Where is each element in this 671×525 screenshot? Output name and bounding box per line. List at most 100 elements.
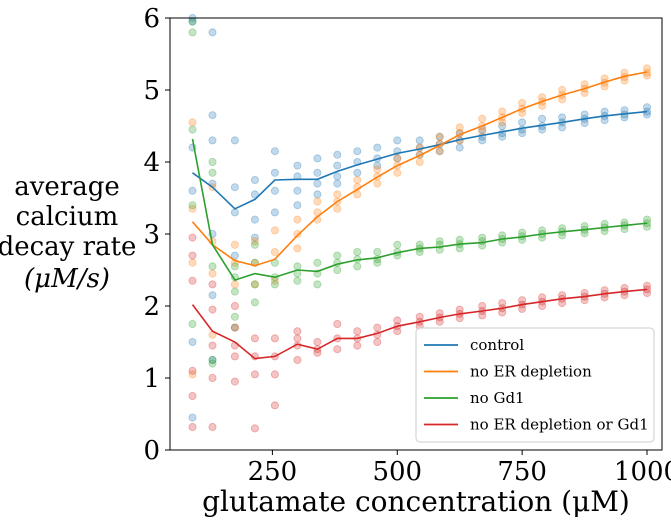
scatter-point-no-er-depletion <box>435 132 444 141</box>
scatter-point-control <box>270 186 279 195</box>
scatter-point-control <box>518 129 527 138</box>
y-axis-label-line-1: average <box>14 172 120 202</box>
scatter-point-no-er-depletion-or-gd1 <box>333 345 342 354</box>
scatter-point-no-gd1 <box>250 298 259 307</box>
scatter-point-no-er-depletion-or-gd1 <box>188 251 197 260</box>
scatter-point-control <box>313 190 322 199</box>
scatter-point-no-er-depletion <box>393 168 402 177</box>
scatter-point-no-er-depletion <box>435 147 444 156</box>
legend-label-no-er-depletion-or-gd1: no ER depletion or Gd1 <box>470 416 649 434</box>
series-line-no-gd1 <box>191 138 648 282</box>
scatter-point-control <box>353 168 362 177</box>
scatter-point-no-er-depletion <box>293 229 302 238</box>
y-tick-label: 5 <box>143 76 160 106</box>
scatter-point-no-gd1 <box>580 229 589 238</box>
scatter-point-control <box>518 118 527 127</box>
scatter-point-no-gd1 <box>250 280 259 289</box>
scatter-point-no-er-depletion-or-gd1 <box>373 323 382 332</box>
legend-label-no-er-depletion: no ER depletion <box>470 363 592 381</box>
scatter-point-no-gd1 <box>293 262 302 271</box>
y-tick-label: 3 <box>143 220 160 250</box>
x-tick-label: 250 <box>248 457 298 487</box>
scatter-point-no-gd1 <box>353 262 362 271</box>
scatter-point-no-gd1 <box>643 222 652 231</box>
scatter-point-no-gd1 <box>188 201 197 210</box>
series-lines-layer <box>191 71 648 360</box>
scatter-point-no-er-depletion <box>293 215 302 224</box>
scatter-point-no-er-depletion-or-gd1 <box>498 299 507 308</box>
y-tick-label: 2 <box>143 292 160 322</box>
scatter-point-control <box>208 355 217 364</box>
scatter-point-no-gd1 <box>208 262 217 271</box>
scatter-point-control <box>393 154 402 163</box>
x-tick-label: 500 <box>372 457 422 487</box>
scatter-point-no-er-depletion <box>188 118 197 127</box>
y-tick-label: 0 <box>143 436 160 466</box>
scatter-point-no-gd1 <box>230 262 239 271</box>
scatter-point-no-gd1 <box>188 17 197 26</box>
scatter-point-no-er-depletion-or-gd1 <box>353 327 362 336</box>
scatter-point-no-er-depletion-or-gd1 <box>455 314 464 323</box>
scatter-point-control <box>455 143 464 152</box>
scatter-point-no-er-depletion-or-gd1 <box>188 276 197 285</box>
scatter-point-no-er-depletion-or-gd1 <box>230 323 239 332</box>
scatter-point-no-er-depletion-or-gd1 <box>643 288 652 297</box>
scatter-point-control <box>498 122 507 131</box>
scatter-point-no-er-depletion-or-gd1 <box>250 334 259 343</box>
scatter-point-control <box>435 147 444 156</box>
scatter-point-no-gd1 <box>293 276 302 285</box>
x-axis-label: glutamate concentration (μM) <box>202 485 630 518</box>
scatter-point-no-gd1 <box>208 359 217 368</box>
scatter-point-no-er-depletion-or-gd1 <box>270 334 279 343</box>
scatter-point-control <box>373 161 382 170</box>
scatter-point-no-er-depletion-or-gd1 <box>478 311 487 320</box>
scatter-point-no-er-depletion <box>455 123 464 132</box>
scatter-point-no-er-depletion-or-gd1 <box>498 308 507 317</box>
scatter-point-no-er-depletion <box>373 165 382 174</box>
scatter-point-control <box>270 208 279 217</box>
scatter-point-no-er-depletion <box>393 154 402 163</box>
scatter-point-no-er-depletion <box>600 82 609 91</box>
series-line-no-er-depletion <box>191 71 648 267</box>
scatter-point-control <box>313 168 322 177</box>
scatter-point-control <box>558 123 567 132</box>
scatter-point-control <box>435 132 444 141</box>
scatter-point-no-gd1 <box>353 247 362 256</box>
scatter-point-no-er-depletion-or-gd1 <box>208 373 217 382</box>
series-line-control <box>192 110 648 210</box>
y-axis-label-line-3: decay rate <box>0 232 136 262</box>
scatter-point-no-er-depletion <box>230 240 239 249</box>
scatter-point-control <box>333 172 342 181</box>
scatter-point-control <box>250 215 259 224</box>
scatter-point-no-gd1 <box>250 240 259 249</box>
legend-label-no-gd1: no Gd1 <box>470 389 525 407</box>
scatter-point-no-er-depletion-or-gd1 <box>393 316 402 325</box>
scatter-point-control <box>230 136 239 145</box>
scatter-point-no-er-depletion <box>333 204 342 213</box>
scatter-point-control <box>333 150 342 159</box>
y-axis-label-line-4: (μM/s) <box>24 264 110 294</box>
scatter-point-no-er-depletion-or-gd1 <box>435 317 444 326</box>
scatter-point-control <box>393 136 402 145</box>
scatter-point-no-gd1 <box>230 312 239 321</box>
scatter-point-control <box>208 291 217 300</box>
scatter-point-control <box>643 110 652 119</box>
scatter-point-control <box>333 179 342 188</box>
scatter-point-no-gd1 <box>270 280 279 289</box>
scatter-point-no-er-depletion <box>250 280 259 289</box>
scatter-point-control <box>270 147 279 156</box>
scatter-point-control <box>620 113 629 122</box>
scatter-point-no-er-depletion-or-gd1 <box>538 301 547 310</box>
scatter-point-no-er-depletion-or-gd1 <box>208 422 217 431</box>
scatter-point-no-gd1 <box>333 265 342 274</box>
scatter-point-control <box>270 168 279 177</box>
scatter-point-no-er-depletion-or-gd1 <box>293 355 302 364</box>
scatter-point-control <box>415 136 424 145</box>
scatter-point-no-er-depletion-or-gd1 <box>393 327 402 336</box>
legend-items: control no ER depletion no Gd1 no ER deplet… <box>424 336 649 434</box>
scatter-point-no-er-depletion-or-gd1 <box>208 280 217 289</box>
scatter-point-no-er-depletion-or-gd1 <box>230 352 239 361</box>
scatter-point-control <box>600 116 609 125</box>
